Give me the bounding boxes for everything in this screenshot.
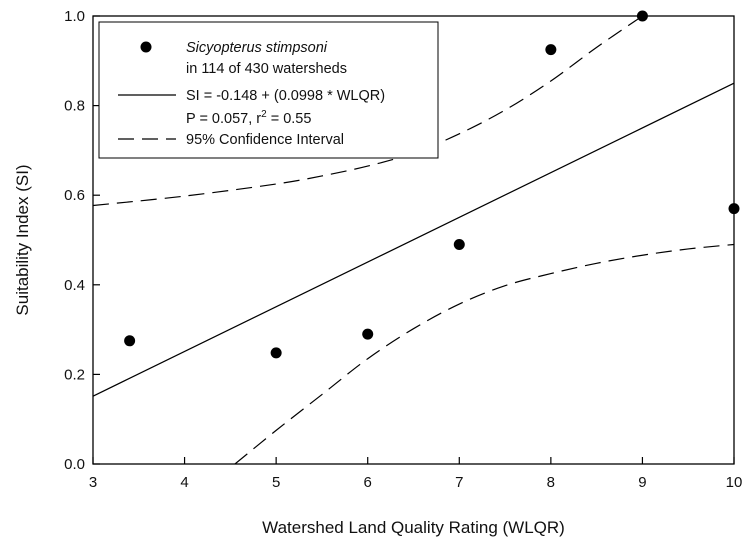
data-point: [453, 238, 465, 250]
x-tick-label: 3: [89, 474, 97, 491]
x-tick-label: 6: [364, 474, 372, 491]
x-tick-label: 5: [272, 474, 280, 491]
x-tick-label: 4: [180, 474, 188, 491]
data-point: [728, 203, 740, 215]
regression-line: [93, 82, 734, 397]
legend-label-stats: P = 0.057, r2 = 0.55: [186, 109, 311, 127]
data-point: [124, 335, 136, 347]
legend: Sicyopterus stimpsoni in 114 of 430 wate…: [98, 21, 439, 159]
data-point: [362, 328, 374, 340]
legend-label-equation: SI = -0.148 + (0.0998 * WLQR): [186, 88, 385, 104]
y-axis-title: Suitability Index (SI): [13, 164, 32, 315]
x-tick-label: 9: [638, 474, 646, 491]
legend-marker-points: [140, 41, 152, 53]
y-axis: 0.0 0.2 0.4 0.6 0.8 1.0: [64, 8, 100, 473]
y-tick-label: 0.4: [64, 277, 85, 294]
y-tick-label: 1.0: [64, 8, 85, 25]
x-axis-title: Watershed Land Quality Rating (WLQR): [262, 518, 565, 537]
y-tick-label: 0.8: [64, 98, 85, 115]
ci-lower-line: [234, 243, 734, 464]
legend-box: [98, 21, 439, 159]
legend-label-ci: 95% Confidence Interval: [186, 132, 344, 148]
x-axis: 3 4 5 6 7 8 9 10: [89, 457, 742, 491]
y-tick-label: 0.6: [64, 187, 85, 204]
y-tick-label: 0.0: [64, 456, 85, 473]
data-point: [545, 44, 557, 56]
data-point: [270, 347, 282, 359]
plot-area: [93, 10, 740, 464]
x-tick-label: 10: [726, 474, 742, 491]
x-tick-label: 8: [547, 474, 555, 491]
plot-frame: [92, 15, 735, 465]
y-tick-label: 0.2: [64, 366, 85, 383]
data-point: [636, 10, 648, 22]
x-tick-label: 7: [455, 474, 463, 491]
legend-label-species-detail: in 114 of 430 watersheds: [186, 61, 347, 77]
legend-label-species: Sicyopterus stimpsoni: [186, 40, 328, 56]
